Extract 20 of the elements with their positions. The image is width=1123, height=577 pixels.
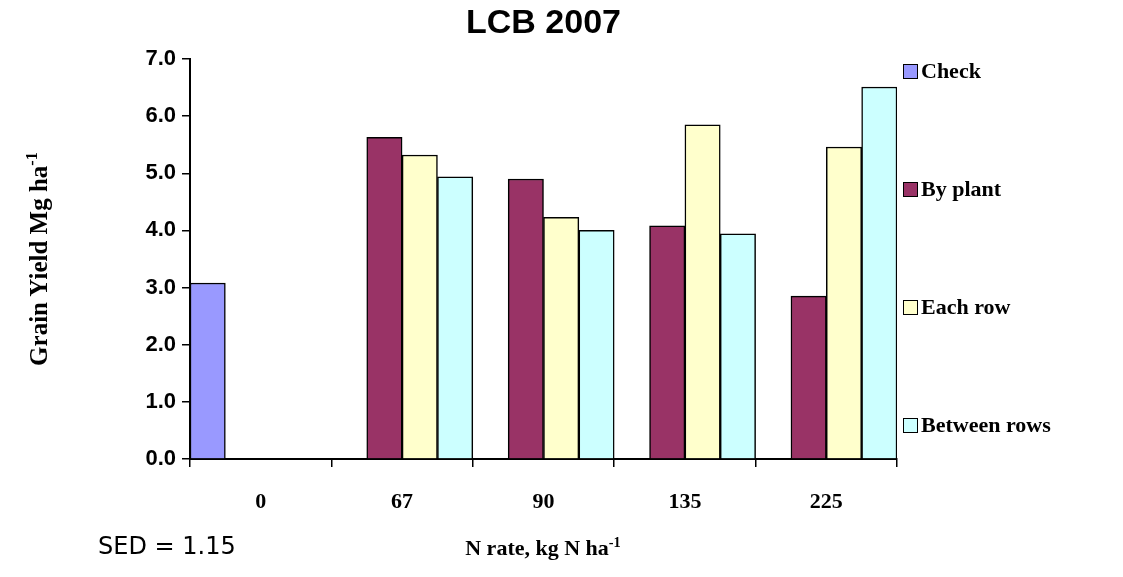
legend-label: Between rows bbox=[921, 412, 1051, 438]
x-tick-label: 90 bbox=[532, 487, 555, 513]
text: SED = 1.15 bbox=[98, 532, 236, 560]
y-tick-label: 6.0 bbox=[145, 102, 176, 128]
y-tick-label: 4.0 bbox=[145, 216, 176, 242]
y-tick-label: 1.0 bbox=[145, 387, 176, 413]
y-tick-label: 7.0 bbox=[145, 45, 176, 71]
chart-title: LCB 2007 bbox=[465, 2, 622, 41]
x-tick-label: 67 bbox=[391, 487, 414, 513]
legend-label: By plant bbox=[921, 176, 1002, 202]
y-tick-label: 3.0 bbox=[145, 273, 176, 299]
x-tick-label: 135 bbox=[668, 487, 702, 513]
x-tick-label: 225 bbox=[809, 487, 843, 513]
y-tick-label: 0.0 bbox=[145, 445, 176, 471]
legend-label: Each row bbox=[921, 294, 1011, 320]
legend-label: Check bbox=[921, 58, 981, 84]
y-tick-label: 2.0 bbox=[145, 330, 176, 356]
x-axis-title: N rate, kg N ha$^{-1}$ bbox=[465, 534, 621, 562]
x-tick-label: 0 bbox=[255, 487, 267, 513]
y-tick-label: 5.0 bbox=[145, 159, 176, 185]
